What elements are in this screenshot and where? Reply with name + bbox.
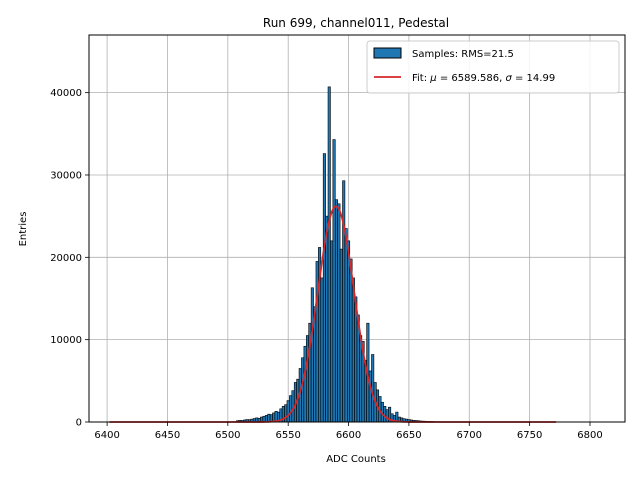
x-axis-ticks: 6400 6450 6500 6550 6600 6650 6700 6750 6800 — [94, 422, 603, 441]
histogram-bar — [347, 240, 351, 423]
legend-fit-mu-symbol: μ — [429, 73, 436, 84]
histogram-bar — [337, 203, 341, 423]
histogram-bar — [349, 258, 353, 423]
x-tick-label: 6700 — [457, 430, 482, 441]
histogram-bar — [327, 86, 331, 423]
legend: Samples: RMS=21.5 Fit: μ = 6589.586, σ =… — [366, 40, 620, 94]
legend-box — [366, 40, 620, 94]
legend-fit-sigma-symbol: σ — [505, 73, 512, 84]
histogram-bar — [322, 153, 326, 423]
histogram-bar — [344, 228, 348, 423]
x-axis-label: ADC Counts — [326, 454, 386, 465]
x-tick-label: 6750 — [517, 430, 542, 441]
x-tick-label: 6800 — [577, 430, 602, 441]
x-tick-label: 6450 — [155, 430, 180, 441]
legend-samples-swatch — [373, 47, 402, 59]
x-tick-label: 6500 — [215, 430, 240, 441]
histogram-bar — [351, 277, 355, 423]
plot-area — [88, 34, 626, 423]
x-tick-label: 6400 — [94, 430, 119, 441]
histogram-bar — [359, 335, 363, 423]
histogram-bar — [383, 406, 387, 423]
plot-frame — [88, 34, 626, 423]
histogram-bar — [289, 395, 293, 423]
histogram-bar — [330, 240, 334, 423]
histogram-bar — [334, 199, 338, 423]
legend-samples-label: Samples: RMS=21.5 — [412, 49, 514, 60]
histogram-bar — [267, 413, 271, 423]
y-tick-label: 40000 — [50, 88, 82, 99]
histogram-bar — [303, 345, 307, 423]
y-tick-label: 10000 — [50, 335, 82, 346]
histogram-bar — [385, 409, 389, 423]
y-axis-label: Entries — [18, 212, 29, 247]
legend-fit-prefix: Fit: — [412, 73, 430, 84]
histogram-bar — [332, 139, 336, 423]
histogram-bar — [310, 287, 314, 423]
legend-fit-sigma-text: = 14.99 — [512, 73, 555, 84]
histogram-bar — [368, 370, 372, 423]
histogram-bar — [286, 400, 290, 423]
chart-title: Run 699, channel011, Pedestal — [263, 16, 449, 30]
x-tick-label: 6650 — [396, 430, 421, 441]
histogram-bar — [342, 180, 346, 423]
histogram-bar — [339, 248, 343, 423]
legend-fit-label: Fit: μ = 6589.586, σ = 14.99 — [412, 73, 555, 84]
x-tick-label: 6550 — [275, 430, 300, 441]
x-tick-label: 6600 — [336, 430, 361, 441]
histogram-bar — [305, 335, 310, 423]
histogram-bar — [301, 357, 305, 423]
y-tick-label: 30000 — [50, 170, 82, 181]
y-tick-label: 20000 — [50, 253, 82, 264]
histogram-bar — [320, 277, 324, 423]
y-axis-ticks: 0 10000 20000 30000 40000 — [50, 88, 89, 429]
y-tick-label: 0 — [76, 418, 82, 429]
histogram-bar — [325, 215, 329, 423]
histogram-bar — [371, 354, 375, 423]
histogram-bar — [284, 404, 288, 423]
legend-fit-mu-text: = 6589.586, — [437, 73, 506, 84]
